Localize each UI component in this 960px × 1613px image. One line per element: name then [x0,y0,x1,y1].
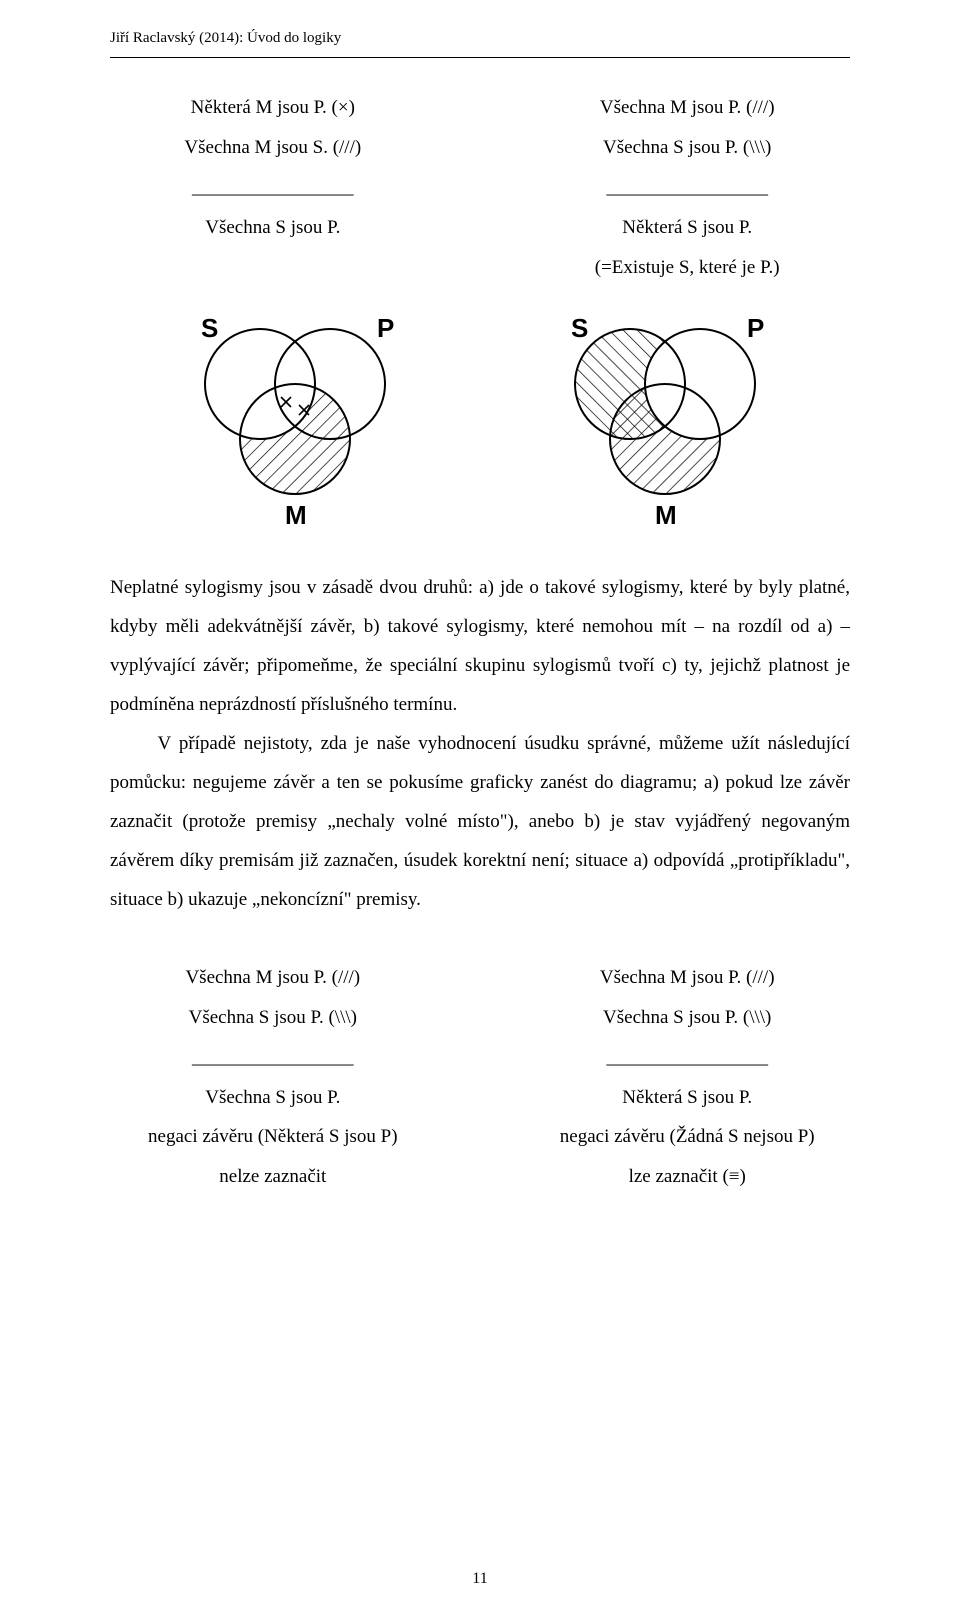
conclusion-line: Všechna S jsou P. [110,1078,436,1118]
syllogism-bottom-right: Všechna M jsou P. (///) Všechna S jsou P… [524,958,850,1197]
premise-line: Některá M jsou P. (×) [110,88,436,128]
paragraph-1: Neplatné sylogismy jsou v zásadě dvou dr… [110,569,850,725]
page-container: Jiří Raclavský (2014): Úvod do logiky Ně… [0,0,960,1613]
syllogism-pair-top: Některá M jsou P. (×) Všechna M jsou S. … [110,88,850,287]
venn-diagram-left: S P M [165,299,425,534]
page-header: Jiří Raclavský (2014): Úvod do logiky [110,30,850,58]
negation-note: negaci závěru (Některá S jsou P) [110,1117,436,1157]
svg-text:S: S [571,313,588,343]
svg-text:M: M [655,500,677,530]
syllogism-top-left: Některá M jsou P. (×) Všechna M jsou S. … [110,88,436,287]
separator-line: _________________ [110,168,436,208]
separator-line: _________________ [524,168,850,208]
conclusion-note: (=Existuje S, které je P.) [524,248,850,288]
venn-diagram-row: S P M [110,299,850,534]
venn-diagram-right: S P M [535,299,795,534]
premise-line: Všechna S jsou P. (\\\) [524,998,850,1038]
conclusion-line: Všechna S jsou P. [110,208,436,248]
svg-text:M: M [285,500,307,530]
premise-line: Všechna M jsou P. (///) [110,958,436,998]
svg-text:S: S [201,313,218,343]
syllogism-top-right: Všechna M jsou P. (///) Všechna S jsou P… [524,88,850,287]
syllogism-pair-bottom: Všechna M jsou P. (///) Všechna S jsou P… [110,958,850,1197]
negation-note: nelze zaznačit [110,1157,436,1197]
syllogism-bottom-left: Všechna M jsou P. (///) Všechna S jsou P… [110,958,436,1197]
premise-line: Všechna S jsou P. (\\\) [524,128,850,168]
conclusion-line: Některá S jsou P. [524,208,850,248]
page-number: 11 [0,1570,960,1588]
negation-note: negaci závěru (Žádná S nejsou P) [524,1117,850,1157]
separator-line: _________________ [524,1038,850,1078]
svg-text:P: P [377,313,394,343]
body-text-block: Neplatné sylogismy jsou v zásadě dvou dr… [110,569,850,919]
premise-line: Všechna S jsou P. (\\\) [110,998,436,1038]
premise-line: Všechna M jsou S. (///) [110,128,436,168]
premise-line: Všechna M jsou P. (///) [524,88,850,128]
svg-text:P: P [747,313,764,343]
separator-line: _________________ [110,1038,436,1078]
negation-note: lze zaznačit (≡) [524,1157,850,1197]
premise-line: Všechna M jsou P. (///) [524,958,850,998]
paragraph-2: V případě nejistoty, zda je naše vyhodno… [110,725,850,920]
conclusion-line: Některá S jsou P. [524,1078,850,1118]
